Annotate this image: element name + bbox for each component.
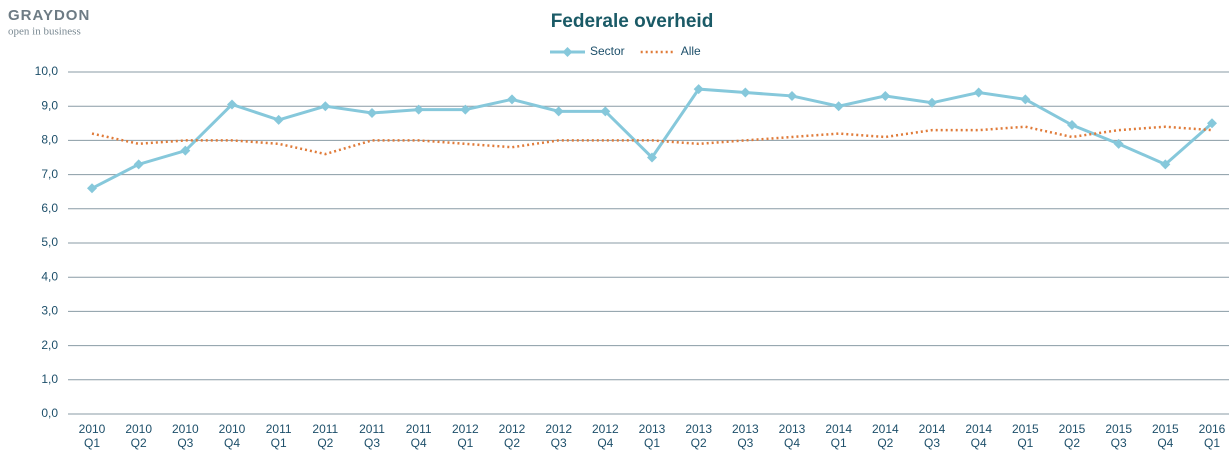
x-tick-label: 2010 Q4 (219, 422, 246, 450)
x-tick-label: 2011 Q3 (359, 422, 385, 450)
x-tick-label: 2012 Q4 (592, 422, 619, 450)
point (413, 104, 424, 115)
point (180, 145, 191, 156)
legend-label: Alle (681, 44, 701, 58)
y-tick-label: 7,0 (41, 167, 58, 181)
y-tick-label: 5,0 (41, 235, 58, 249)
point (600, 106, 611, 117)
point (833, 101, 844, 112)
point (927, 97, 937, 108)
x-tick-label: 2015 Q2 (1059, 422, 1086, 450)
point (507, 94, 517, 105)
point (227, 99, 237, 110)
point (1113, 138, 1124, 149)
series-line (91, 125, 1213, 156)
x-tick-label: 2015 Q3 (1105, 422, 1132, 450)
point (740, 87, 751, 98)
x-tick-label: 2011 Q4 (406, 422, 432, 450)
y-tick-label: 1,0 (41, 372, 58, 386)
legend-marker (562, 47, 573, 57)
point (693, 84, 704, 95)
x-tick-label: 2010 Q1 (79, 422, 106, 450)
x-tick-label: 2012 Q3 (545, 422, 572, 450)
point (787, 90, 797, 101)
y-tick-label: 3,0 (41, 304, 58, 318)
x-tick-label: 2016 Q1 (1199, 422, 1226, 450)
x-tick-label: 2012 Q1 (452, 422, 479, 450)
point (647, 152, 657, 163)
logo-name: GRAYDON (8, 7, 90, 24)
point (553, 106, 564, 117)
legend-label: Sector (590, 44, 625, 58)
point (133, 159, 144, 170)
x-tick-label: 2015 Q4 (1152, 422, 1179, 450)
x-tick-label: 2013 Q3 (732, 422, 759, 450)
logo-tagline: open in business (8, 26, 81, 38)
point (1020, 94, 1031, 105)
x-tick-label: 2010 Q2 (125, 422, 152, 450)
series-line (91, 87, 1213, 190)
x-tick-label: 2011 Q2 (312, 422, 338, 450)
y-tick-label: 8,0 (41, 133, 58, 147)
x-tick-label: 2012 Q2 (499, 422, 526, 450)
point (1207, 118, 1217, 129)
x-tick-label: 2014 Q2 (872, 422, 899, 450)
point (460, 104, 471, 115)
y-tick-label: 4,0 (41, 269, 58, 283)
x-tick-label: 2013 Q2 (685, 422, 712, 450)
y-tick-label: 0,0 (41, 406, 58, 420)
point (367, 108, 377, 119)
y-tick-label: 6,0 (41, 201, 58, 215)
point (87, 183, 97, 194)
point (1160, 159, 1171, 170)
point (273, 114, 284, 125)
x-tick-label: 2014 Q4 (965, 422, 992, 450)
x-tick-label: 2014 Q1 (825, 422, 852, 450)
x-tick-label: 2015 Q1 (1012, 422, 1039, 450)
y-tick-label: 10,0 (35, 64, 59, 78)
point (973, 87, 984, 98)
chart-title: Federale overheid (551, 11, 714, 32)
x-tick-label: 2010 Q3 (172, 422, 199, 450)
y-tick-label: 9,0 (41, 98, 58, 112)
x-tick-label: 2014 Q3 (919, 422, 946, 450)
y-tick-label: 2,0 (41, 338, 58, 352)
point (880, 90, 891, 101)
x-tick-label: 2013 Q4 (779, 422, 806, 450)
x-tick-label: 2011 Q1 (266, 422, 292, 450)
point (320, 101, 331, 112)
x-tick-label: 2013 Q1 (639, 422, 666, 450)
point (1067, 120, 1077, 131)
